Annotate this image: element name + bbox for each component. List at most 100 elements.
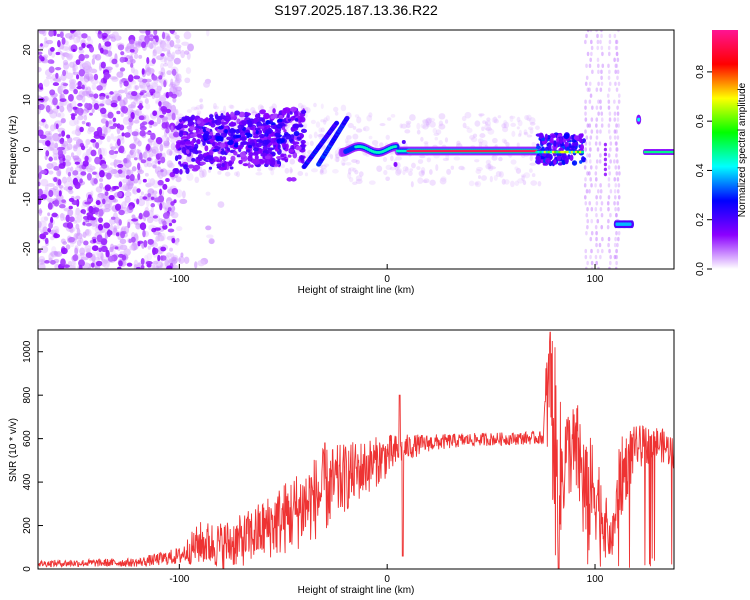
spectral-blob xyxy=(466,127,473,134)
spectral-blob xyxy=(613,254,617,260)
spectral-blob xyxy=(270,166,276,171)
spectral-blob xyxy=(170,201,175,206)
spectral-blob xyxy=(92,54,98,59)
spectral-blob xyxy=(323,163,330,167)
spectral-blob xyxy=(128,74,134,83)
spectral-blob xyxy=(603,172,608,177)
spectral-blob xyxy=(183,31,192,40)
colorbar-gradient xyxy=(712,30,738,269)
y-tick-label: 600 xyxy=(22,430,33,447)
spectral-blob xyxy=(56,193,64,202)
spectral-blob xyxy=(599,153,602,158)
spectral-blob xyxy=(385,134,390,140)
spectral-blob xyxy=(299,116,306,123)
spectral-blob xyxy=(40,216,49,223)
spectral-blob xyxy=(42,30,47,37)
spectral-blob xyxy=(61,176,68,184)
spectral-blob xyxy=(615,213,618,218)
spectral-blob xyxy=(274,132,281,137)
spectral-blob xyxy=(45,132,53,140)
spectral-blob xyxy=(292,141,300,145)
spectral-blob xyxy=(319,168,324,174)
spectral-blob xyxy=(589,93,593,98)
spectral-blob xyxy=(166,148,173,156)
spectral-blob xyxy=(600,81,604,86)
spectral-blob xyxy=(43,231,49,236)
spectral-blob xyxy=(365,153,370,157)
spectral-blob xyxy=(374,144,379,149)
spectral-blob xyxy=(82,78,89,84)
spectral-blob xyxy=(173,57,181,65)
spectral-blob xyxy=(485,127,493,132)
spectral-blob xyxy=(119,56,125,63)
spectral-blob xyxy=(189,148,194,153)
spectral-blob xyxy=(178,256,185,264)
spectral-blob xyxy=(617,165,621,170)
spectral-blob xyxy=(161,108,167,115)
spectral-blob xyxy=(595,135,599,140)
spectral-blob xyxy=(597,111,600,116)
spectral-blob xyxy=(333,106,339,112)
spectral-blob xyxy=(603,167,608,172)
spectral-blob xyxy=(347,172,352,180)
spectral-blob xyxy=(484,123,492,131)
spectral-blob xyxy=(603,152,608,157)
spectral-blob xyxy=(74,216,81,224)
spectral-blob xyxy=(295,145,302,151)
spectral-blob xyxy=(584,39,587,45)
spectral-blob xyxy=(128,39,135,45)
spectral-blob xyxy=(103,127,108,136)
spectral-blob xyxy=(115,63,119,68)
spectral-blob xyxy=(155,35,159,43)
spectral-blob xyxy=(140,265,145,269)
spectral-blob xyxy=(81,204,86,209)
spectral-blob xyxy=(39,86,44,90)
spectral-blob xyxy=(617,195,621,200)
spectral-blob xyxy=(53,165,60,171)
spectral-blob xyxy=(104,203,111,209)
spectral-blob xyxy=(197,153,204,160)
spectral-blob xyxy=(99,96,105,100)
spectral-blob xyxy=(73,145,79,149)
spectral-blob xyxy=(81,42,86,49)
spectral-blob xyxy=(529,155,533,162)
spectral-blob xyxy=(609,254,612,260)
spectral-blob xyxy=(345,161,352,166)
spectral-blob xyxy=(199,98,203,103)
spectral-blob xyxy=(44,124,49,129)
spectral-blob xyxy=(609,159,612,164)
spectral-blob xyxy=(163,80,167,88)
spectral-blob xyxy=(599,39,602,45)
spectral-blob xyxy=(300,104,307,111)
spectral-blob xyxy=(617,230,621,236)
spectral-blob xyxy=(590,219,594,224)
spectral-blob xyxy=(584,81,588,86)
spectral-blob xyxy=(262,145,268,151)
spectral-blob xyxy=(438,140,443,146)
spectral-blob xyxy=(250,164,254,168)
spectral-blob xyxy=(464,111,472,119)
spectral-blob xyxy=(47,227,52,233)
spectral-blob xyxy=(586,171,589,176)
spectral-blob xyxy=(201,168,207,178)
spectral-blob xyxy=(259,148,263,153)
spectral-blob xyxy=(223,105,227,113)
spectral-blob xyxy=(341,162,346,166)
spectral-blob xyxy=(180,49,186,59)
spectral-blob xyxy=(175,108,179,116)
spectral-blob xyxy=(600,75,603,81)
spectral-blob xyxy=(87,194,92,199)
colorbar-tick-label: 0.8 xyxy=(695,64,706,78)
spectral-blob xyxy=(38,222,42,229)
spectral-blob xyxy=(142,178,147,183)
spectral-blob xyxy=(417,177,424,184)
spectral-blob xyxy=(76,94,84,101)
spectral-blob xyxy=(429,121,436,128)
spectral-blob xyxy=(541,137,545,142)
spectral-blob xyxy=(119,124,125,131)
spectral-blob xyxy=(585,189,589,194)
spectral-blob xyxy=(346,135,352,140)
spectral-blob xyxy=(615,51,619,57)
spectral-blob xyxy=(270,115,276,120)
